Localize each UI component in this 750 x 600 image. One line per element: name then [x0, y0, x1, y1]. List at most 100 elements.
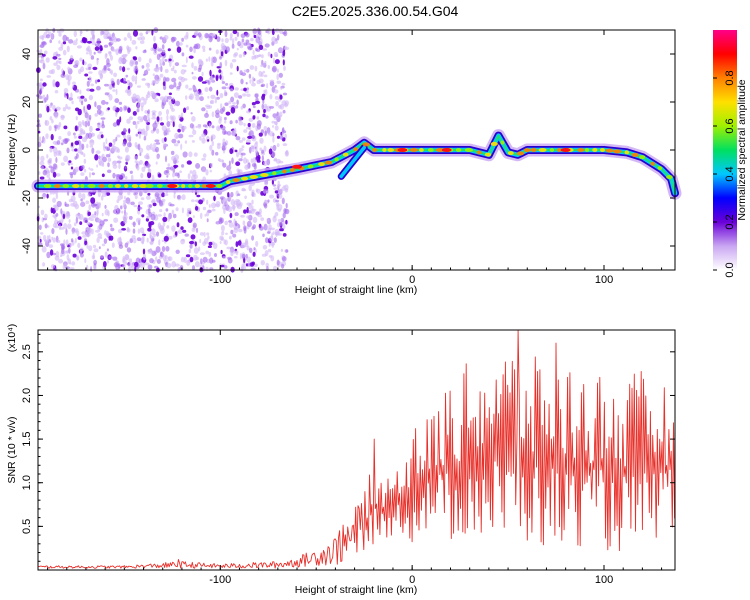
noise-dot	[100, 30, 103, 36]
noise-dot	[62, 213, 66, 220]
noise-dot	[137, 85, 141, 88]
noise-dot	[171, 209, 175, 215]
noise-dot	[194, 261, 200, 268]
noise-dot	[235, 105, 239, 109]
noise-dot	[112, 172, 116, 179]
noise-dot	[146, 237, 149, 243]
noise-dot	[236, 99, 239, 106]
noise-dot	[238, 121, 244, 126]
noise-dot	[49, 39, 52, 44]
noise-dot	[205, 169, 209, 176]
noise-dot	[139, 152, 142, 157]
noise-dot	[258, 29, 262, 36]
colorbar-tick-label: 0.0	[724, 262, 736, 277]
noise-dot	[167, 48, 171, 52]
noise-dot	[63, 92, 67, 98]
noise-dot	[111, 242, 115, 248]
noise-dot	[203, 231, 206, 238]
noise-dot	[163, 235, 169, 242]
noise-dot	[260, 217, 265, 221]
noise-dot	[134, 261, 139, 268]
noise-dot	[47, 158, 52, 165]
noise-dot	[105, 154, 110, 158]
noise-dot	[263, 145, 267, 152]
ridge-blob	[87, 184, 96, 188]
noise-dot	[46, 34, 50, 39]
noise-dot	[81, 143, 85, 150]
noise-dot	[263, 89, 266, 94]
noise-dot	[74, 166, 80, 172]
colorbar-label: Normalized spectral amplitude	[736, 79, 748, 220]
noise-dot	[206, 199, 209, 205]
noise-dot	[282, 59, 285, 66]
noise-dot	[253, 55, 257, 60]
noise-dot	[204, 113, 209, 118]
ridge-blob	[334, 157, 339, 162]
noise-dot	[184, 140, 188, 144]
noise-dot	[83, 158, 87, 164]
noise-dot	[159, 58, 162, 65]
noise-dot	[67, 131, 71, 137]
noise-dot	[185, 56, 188, 64]
noise-dot	[167, 127, 170, 131]
noise-dot	[94, 46, 100, 51]
noise-dot	[128, 258, 133, 263]
noise-dot	[123, 196, 126, 200]
noise-dot	[231, 204, 236, 210]
noise-dot	[139, 32, 143, 37]
noise-dot	[276, 143, 280, 148]
noise-dot	[108, 256, 113, 259]
noise-dot	[263, 74, 268, 78]
noise-dot	[87, 211, 92, 216]
noise-dot	[73, 132, 76, 136]
ridge-blob	[98, 184, 105, 188]
noise-dot	[275, 158, 281, 164]
ridge-blob	[490, 141, 498, 146]
noise-dot	[227, 206, 233, 213]
noise-dot	[76, 230, 80, 237]
noise-dot	[246, 202, 252, 206]
noise-dot	[141, 214, 145, 218]
noise-dot	[220, 249, 223, 255]
noise-dot	[252, 49, 255, 56]
noise-dot	[192, 86, 197, 91]
noise-dot	[55, 239, 61, 243]
noise-dot	[189, 46, 193, 53]
noise-dot	[276, 204, 279, 211]
noise-dot	[240, 88, 244, 91]
noise-dot	[269, 131, 274, 137]
noise-dot	[224, 90, 227, 93]
noise-dot	[137, 206, 143, 210]
spectrogram-axes: -100 0 100 -40 -20 0 20 40	[21, 30, 675, 286]
noise-dot	[279, 221, 283, 227]
ridge-blob	[387, 148, 395, 152]
noise-dot	[101, 243, 106, 247]
noise-dot	[234, 36, 238, 41]
noise-dot	[262, 245, 268, 250]
noise-dot	[253, 263, 258, 267]
noise-dot	[283, 30, 288, 37]
noise-dot	[142, 233, 147, 237]
noise-dot	[36, 124, 41, 128]
noise-dot	[46, 94, 49, 101]
noise-dot	[220, 51, 224, 57]
noise-dot	[219, 108, 224, 114]
noise-dot	[81, 120, 85, 125]
noise-dot	[237, 224, 241, 229]
noise-dot	[64, 266, 70, 270]
noise-dot	[262, 93, 266, 97]
noise-dot	[72, 85, 75, 88]
noise-dot	[221, 38, 224, 43]
noise-dot	[45, 57, 50, 63]
noise-dot	[229, 120, 233, 125]
noise-dot	[189, 256, 194, 263]
noise-dot	[122, 214, 128, 221]
noise-dot	[48, 69, 54, 75]
noise-dot	[117, 155, 120, 159]
noise-dot	[158, 173, 162, 178]
noise-dot	[72, 200, 78, 208]
spectrogram-marks	[31, 27, 682, 273]
noise-dot	[273, 187, 278, 190]
noise-dot	[219, 235, 224, 241]
noise-dot	[206, 211, 210, 217]
